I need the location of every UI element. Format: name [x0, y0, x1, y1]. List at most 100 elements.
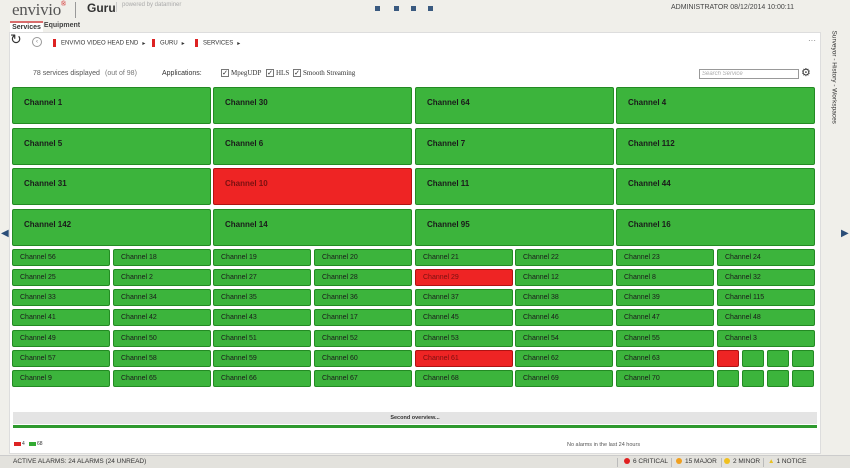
service-tile[interactable]: Channel 42	[113, 309, 211, 326]
service-tile[interactable]: Channel 54	[515, 330, 613, 347]
service-tile[interactable]: Channel 50	[113, 330, 211, 347]
service-tile[interactable]: Channel 20	[314, 249, 412, 266]
service-tile[interactable]: Channel 5	[12, 128, 211, 165]
nav-right-arrow-icon[interactable]: ▶	[841, 228, 849, 239]
gear-icon[interactable]: ⚙	[801, 67, 811, 79]
second-overview-link[interactable]: Second overview...	[13, 412, 817, 424]
tab-equipment[interactable]: Equipment	[43, 22, 81, 29]
smooth-streaming-checkbox[interactable]: ✓ Smooth Streaming	[293, 69, 356, 78]
service-tile[interactable]: Channel 64	[415, 87, 614, 124]
service-tile[interactable]: Channel 25	[12, 269, 110, 286]
service-tile[interactable]: Channel 57	[12, 350, 110, 367]
service-tile[interactable]: Channel 45	[415, 309, 513, 326]
service-tile[interactable]: Channel 35	[213, 289, 311, 306]
service-tile[interactable]: Channel 36	[314, 289, 412, 306]
service-tile[interactable]: Channel 59	[213, 350, 311, 367]
service-tile[interactable]: Channel 52	[314, 330, 412, 347]
service-tile[interactable]: Channel 37	[415, 289, 513, 306]
service-tile[interactable]: Channel 55	[616, 330, 714, 347]
side-panel-tab[interactable]: Surveyor - History - Workspaces	[830, 30, 838, 124]
critical-alarms-count[interactable]: 6 CRITICAL	[624, 456, 668, 468]
service-tile[interactable]: Channel 44	[616, 168, 815, 205]
service-mini-tile[interactable]	[717, 350, 739, 367]
service-tile[interactable]: Channel 12	[515, 269, 613, 286]
service-tile[interactable]: Channel 49	[12, 330, 110, 347]
window-dot-icon[interactable]	[375, 6, 380, 11]
service-tile[interactable]: Channel 19	[213, 249, 311, 266]
mpegudp-checkbox[interactable]: ✓ MpegUDP	[221, 69, 262, 78]
tab-services[interactable]: Services	[10, 21, 43, 32]
service-tile[interactable]: Channel 11	[415, 168, 614, 205]
service-tile[interactable]: Channel 38	[515, 289, 613, 306]
service-tile[interactable]: Channel 39	[616, 289, 714, 306]
service-mini-tile[interactable]	[767, 370, 789, 387]
service-mini-tile[interactable]	[742, 370, 764, 387]
refresh-icon[interactable]: ↻	[10, 31, 22, 47]
service-tile[interactable]: Channel 47	[616, 309, 714, 326]
search-input[interactable]	[699, 69, 799, 79]
service-tile[interactable]: Channel 56	[12, 249, 110, 266]
breadcrumb-item[interactable]: SERVICES ▸	[195, 39, 240, 47]
service-tile[interactable]: Channel 33	[12, 289, 110, 306]
hls-checkbox[interactable]: ✓ HLS	[266, 69, 290, 78]
breadcrumb-item[interactable]: ENVIVIO VIDEO HEAD END ▸	[53, 39, 145, 47]
service-tile[interactable]: Channel 32	[717, 269, 815, 286]
service-tile[interactable]: Channel 9	[12, 370, 110, 387]
service-tile[interactable]: Channel 95	[415, 209, 614, 246]
service-tile[interactable]: Channel 27	[213, 269, 311, 286]
service-mini-tile[interactable]	[742, 350, 764, 367]
service-tile[interactable]: Channel 23	[616, 249, 714, 266]
active-alarms-text[interactable]: ACTIVE ALARMS: 24 ALARMS (24 UNREAD)	[13, 458, 147, 465]
service-tile[interactable]: Channel 46	[515, 309, 613, 326]
notice-alarms-count[interactable]: ▲ 1 NOTICE	[768, 458, 807, 465]
breadcrumb-item[interactable]: GURU ▸	[152, 39, 185, 47]
service-tile[interactable]: Channel 31	[12, 168, 211, 205]
service-tile[interactable]: Channel 70	[616, 370, 714, 387]
service-tile[interactable]: Channel 2	[113, 269, 211, 286]
service-tile[interactable]: Channel 53	[415, 330, 513, 347]
service-tile[interactable]: Channel 115	[717, 289, 815, 306]
service-tile[interactable]: Channel 67	[314, 370, 412, 387]
service-tile[interactable]: Channel 16	[616, 209, 815, 246]
service-tile[interactable]: Channel 61	[415, 350, 513, 367]
service-tile[interactable]: Channel 8	[616, 269, 714, 286]
service-tile[interactable]: Channel 34	[113, 289, 211, 306]
service-tile[interactable]: Channel 66	[213, 370, 311, 387]
service-tile[interactable]: Channel 3	[717, 330, 815, 347]
service-tile[interactable]: Channel 142	[12, 209, 211, 246]
service-tile[interactable]: Channel 1	[12, 87, 211, 124]
service-mini-tile[interactable]	[767, 350, 789, 367]
service-tile[interactable]: Channel 10	[213, 168, 412, 205]
service-tile[interactable]: Channel 43	[213, 309, 311, 326]
service-tile[interactable]: Channel 4	[616, 87, 815, 124]
service-tile[interactable]: Channel 22	[515, 249, 613, 266]
service-mini-tile[interactable]	[717, 370, 739, 387]
service-tile[interactable]: Channel 48	[717, 309, 815, 326]
service-tile[interactable]: Channel 28	[314, 269, 412, 286]
service-tile[interactable]: Channel 21	[415, 249, 513, 266]
service-tile[interactable]: Channel 65	[113, 370, 211, 387]
service-mini-tile[interactable]	[792, 350, 814, 367]
service-tile[interactable]: Channel 63	[616, 350, 714, 367]
service-tile[interactable]: Channel 58	[113, 350, 211, 367]
more-icon[interactable]: ···	[808, 36, 816, 45]
service-tile[interactable]: Channel 62	[515, 350, 613, 367]
service-tile[interactable]: Channel 69	[515, 370, 613, 387]
service-tile[interactable]: Channel 112	[616, 128, 815, 165]
service-tile[interactable]: Channel 41	[12, 309, 110, 326]
service-tile[interactable]: Channel 14	[213, 209, 412, 246]
service-tile[interactable]: Channel 68	[415, 370, 513, 387]
service-tile[interactable]: Channel 30	[213, 87, 412, 124]
window-dot-icon[interactable]	[428, 6, 433, 11]
service-mini-tile[interactable]	[792, 370, 814, 387]
back-icon[interactable]: ‹	[32, 37, 42, 47]
minor-alarms-count[interactable]: 2 MINOR	[724, 456, 760, 468]
service-tile[interactable]: Channel 29	[415, 269, 513, 286]
window-dot-icon[interactable]	[411, 6, 416, 11]
nav-left-arrow-icon[interactable]: ◀	[1, 228, 9, 239]
service-tile[interactable]: Channel 51	[213, 330, 311, 347]
service-tile[interactable]: Channel 17	[314, 309, 412, 326]
service-tile[interactable]: Channel 18	[113, 249, 211, 266]
service-tile[interactable]: Channel 24	[717, 249, 815, 266]
service-tile[interactable]: Channel 7	[415, 128, 614, 165]
